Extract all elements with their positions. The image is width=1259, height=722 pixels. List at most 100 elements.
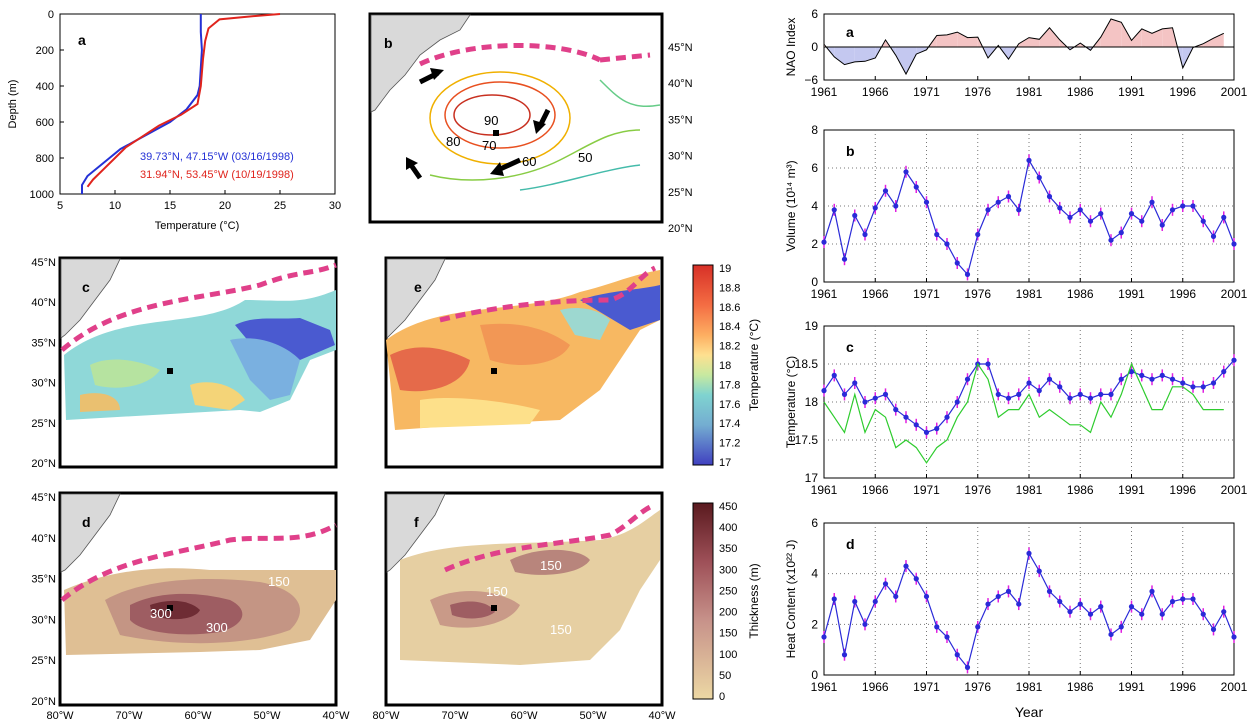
year-tick: 1991 — [1118, 483, 1145, 497]
lon-tick: 80°W — [46, 710, 74, 722]
year-tick: 1981 — [1016, 287, 1043, 301]
series-point — [1087, 395, 1094, 401]
right-c-letter: c — [846, 339, 854, 355]
series-point — [862, 399, 868, 405]
series-point — [975, 624, 981, 630]
lat-tick: 45°N — [668, 42, 693, 54]
year-tick: 2001 — [1221, 483, 1248, 497]
colorbar-tick: 17.2 — [719, 438, 740, 450]
series-point — [903, 169, 909, 175]
year-tick: 1991 — [1118, 680, 1145, 694]
series-point — [985, 207, 991, 213]
series-point — [862, 621, 868, 627]
series-point — [1200, 218, 1206, 224]
nao-area-segment — [1131, 28, 1142, 47]
nao-area-segment — [1049, 27, 1060, 47]
series-point — [934, 231, 940, 238]
nao-area-segment — [1203, 38, 1214, 47]
panel-b-map: 90 80 70 60 50 b 45°N 40°N 35°N 30°N 25°N 20°… — [368, 12, 693, 235]
series-point — [893, 593, 899, 600]
year-tick: 1996 — [1169, 287, 1196, 301]
panel-a-ylabel: Depth (m) — [7, 80, 19, 129]
series-point — [944, 241, 950, 247]
contour-label-90: 90 — [484, 113, 498, 128]
colorbar-tick: 350 — [719, 543, 737, 555]
temperature-colorbar-label: Temperature (°C) — [747, 319, 761, 411]
right-ytick: 6 — [811, 7, 818, 21]
series-point — [1067, 609, 1073, 615]
nao-area-segment — [1111, 18, 1122, 47]
year-tick: 1966 — [862, 287, 889, 301]
lat-tick: 35°N — [31, 574, 56, 586]
lon-tick: 70°W — [115, 710, 143, 722]
series-point — [1118, 230, 1124, 236]
panel-e-letter: e — [414, 279, 422, 295]
right-ytick: 17 — [805, 471, 819, 485]
right-a-letter: a — [846, 24, 854, 40]
series-point — [1169, 598, 1176, 605]
heat-x-ticks: 1961 1966 1971 1976 1981 1986 1991 1996 2001 — [811, 671, 1248, 694]
colorbar-tick: 18.4 — [719, 321, 740, 333]
series-point — [821, 634, 827, 640]
series-point — [1149, 199, 1155, 205]
panel-a-xtick: 5 — [57, 200, 63, 212]
right-ytick: 17.5 — [795, 433, 819, 447]
series-point — [1077, 391, 1083, 397]
lon-tick: 60°W — [184, 710, 212, 722]
series-point — [1200, 384, 1206, 390]
series-point — [1026, 380, 1032, 386]
contour-label-150e: 150 — [550, 622, 572, 637]
panel-f-thickness-map: 150 150 150 f 80°W 70°W 60°W 50°W 40°W — [372, 491, 676, 722]
panel-a-ytick: 1000 — [30, 189, 54, 201]
year-tick: 1986 — [1067, 85, 1094, 99]
contour-label-50: 50 — [578, 150, 592, 165]
series-point — [1098, 211, 1104, 217]
right-ytick: 4 — [811, 199, 818, 213]
series-point — [1087, 218, 1094, 224]
panel-d-lon-ticks: 80°W 70°W 60°W 50°W 40°W — [46, 710, 350, 722]
nao-area-segment — [844, 47, 855, 65]
right-panel-b-volume: 8 6 4 2 0 1961 1966 1971 1976 1981 1986 1991 1996 20… — [784, 123, 1248, 301]
panel-e-temperature-map: e — [384, 256, 664, 469]
series-point — [852, 380, 858, 386]
series-point — [831, 596, 837, 602]
year-tick: 1996 — [1169, 483, 1196, 497]
year-tick: 1971 — [913, 680, 940, 694]
year-tick: 1976 — [964, 287, 991, 301]
temperature-x-ticks: 1961 1966 1971 1976 1981 1986 1991 1996 2001 — [811, 474, 1248, 497]
panel-f-letter: f — [414, 514, 419, 530]
series-point — [862, 231, 868, 238]
series-point — [1139, 611, 1145, 617]
colorbar-tick: 0 — [719, 691, 725, 703]
colorbar-tick: 18 — [719, 360, 731, 372]
series-point — [1118, 624, 1124, 630]
year-tick: 1976 — [964, 483, 991, 497]
series-point — [923, 593, 930, 600]
series-point — [841, 652, 848, 658]
panel-a-letter: a — [78, 32, 86, 48]
front-line-f — [443, 502, 656, 573]
year-tick: 1986 — [1067, 680, 1094, 694]
panel-d-letter: d — [82, 514, 91, 530]
series-point — [1159, 222, 1165, 228]
panel-a-y-ticks: 0 200 400 600 800 1000 — [30, 9, 64, 201]
year-tick: 1981 — [1016, 85, 1043, 99]
series-point — [882, 391, 889, 397]
panel-a-ytick: 600 — [36, 117, 54, 129]
lat-tick: 25°N — [31, 418, 56, 430]
nao-area-segment — [1018, 37, 1029, 47]
series-point — [1005, 395, 1012, 401]
right-ytick: 18 — [805, 395, 819, 409]
contour-label-150b: 150 — [98, 653, 120, 668]
series-point — [995, 593, 1001, 600]
right-ytick: 6 — [811, 516, 818, 530]
nao-area-segment — [1029, 37, 1040, 47]
colorbar-tick: 17.4 — [719, 418, 740, 430]
right-ytick: 0 — [811, 40, 818, 54]
series-point — [1087, 611, 1094, 617]
lon-tick: 50°W — [579, 710, 607, 722]
lat-tick: 40°N — [31, 533, 56, 545]
front-line-b — [418, 43, 602, 67]
series-point — [852, 598, 858, 605]
series-point — [1231, 241, 1237, 247]
